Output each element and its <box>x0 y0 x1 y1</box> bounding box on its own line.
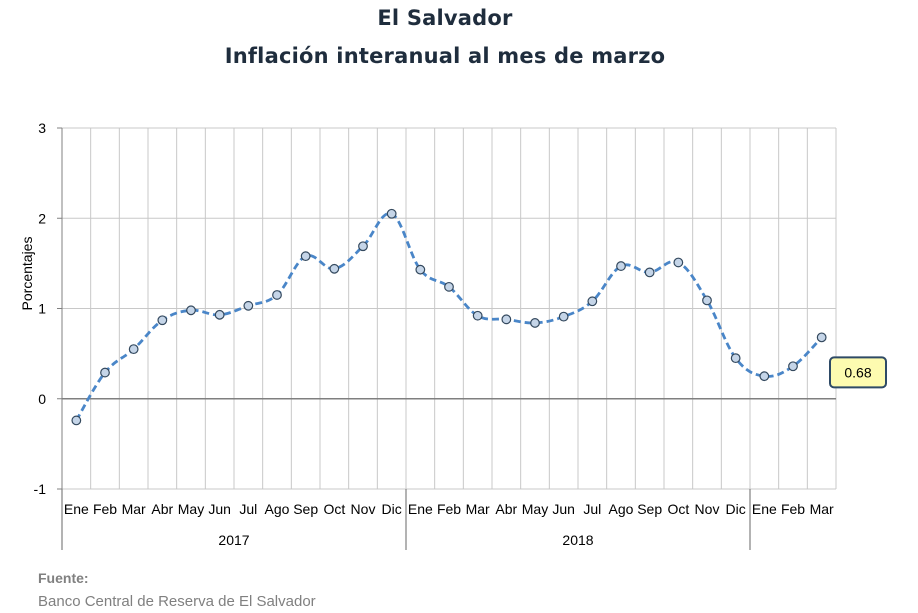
data-point <box>272 290 282 300</box>
data-point <box>816 332 827 343</box>
x-tick-label: Abr <box>151 501 173 517</box>
x-tick-label: Ene <box>752 501 777 517</box>
group-label: 2018 <box>562 532 593 548</box>
series-line <box>75 212 823 422</box>
x-tick-label: Feb <box>93 501 117 517</box>
x-tick-label: Mar <box>122 501 146 517</box>
chart-title: El Salvador <box>377 6 513 30</box>
x-tick-label: Jun <box>208 501 231 517</box>
data-point <box>730 353 741 364</box>
data-point <box>214 309 225 320</box>
data-point <box>100 367 110 378</box>
x-tick-label: Oct <box>667 501 689 517</box>
x-tick-label: Jul <box>239 501 257 517</box>
data-point <box>472 310 483 321</box>
data-point <box>788 361 798 372</box>
data-point <box>558 311 569 322</box>
data-point <box>71 415 82 426</box>
data-point <box>759 371 770 382</box>
x-tick-label: Jul <box>583 501 601 517</box>
source-text: Banco Central de Reserva de El Salvador <box>38 593 316 610</box>
data-point <box>587 296 598 307</box>
data-point <box>444 281 454 292</box>
data-point <box>128 344 139 355</box>
x-tick-label: Dic <box>726 501 746 517</box>
data-label: 0.68 <box>844 364 871 380</box>
x-tick-label: Ago <box>609 501 634 517</box>
x-tick-label: Ago <box>265 501 290 517</box>
data-point <box>702 295 712 306</box>
data-point <box>501 314 512 325</box>
x-tick-label: Feb <box>781 501 805 517</box>
x-tick-label: Mar <box>810 501 834 517</box>
data-point <box>616 261 626 271</box>
data-point <box>386 208 397 219</box>
x-tick-label: Nov <box>351 501 376 517</box>
data-point <box>300 251 311 262</box>
data-label-box <box>829 356 887 389</box>
data-point <box>673 257 684 268</box>
x-tick-label: May <box>522 501 548 517</box>
x-tick-label: Abr <box>495 501 517 517</box>
x-tick-label: Mar <box>466 501 490 517</box>
x-tick-label: Feb <box>437 501 461 517</box>
x-tick-label: Jun <box>552 501 575 517</box>
y-tick-label: -1 <box>34 481 47 497</box>
x-tick-label: Ene <box>408 501 433 517</box>
data-point <box>157 315 168 326</box>
x-tick-label: Sep <box>637 501 662 517</box>
data-point <box>415 264 426 275</box>
x-tick-label: Dic <box>382 501 402 517</box>
data-point <box>243 300 254 311</box>
data-point <box>530 318 540 328</box>
group-label: 2017 <box>218 532 249 548</box>
y-tick-label: 0 <box>38 391 46 407</box>
data-point <box>186 305 196 316</box>
x-tick-label: Sep <box>293 501 318 517</box>
x-tick-label: May <box>178 501 204 517</box>
data-point <box>644 267 655 278</box>
y-axis-label: Porcentajes <box>19 237 35 311</box>
y-tick-label: 2 <box>38 210 46 226</box>
y-tick-label: 3 <box>38 120 46 136</box>
y-tick-label: 1 <box>38 301 46 317</box>
data-point <box>329 263 340 274</box>
source-label: Fuente: <box>38 570 89 586</box>
x-tick-label: Nov <box>695 501 720 517</box>
x-tick-label: Ene <box>64 501 89 517</box>
chart-subtitle: Inflación interanual al mes de marzo <box>224 44 666 68</box>
x-tick-label: Oct <box>323 501 345 517</box>
data-point <box>358 241 368 252</box>
